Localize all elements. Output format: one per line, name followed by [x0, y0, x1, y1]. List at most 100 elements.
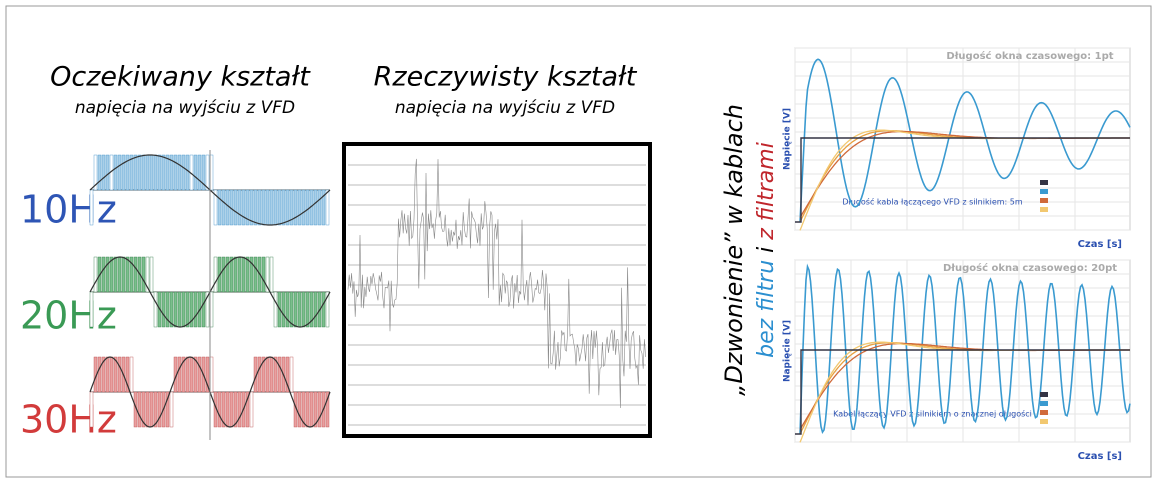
pwm-bar: [262, 190, 265, 225]
pwm-bar: [170, 292, 173, 327]
pwm-bar: [250, 392, 253, 427]
y-label: Napięcie [V]: [783, 320, 793, 382]
pwm-bar: [222, 257, 225, 292]
pwm-bar: [150, 257, 153, 292]
pwm-bar: [270, 257, 273, 292]
pwm-bar: [118, 357, 121, 392]
pwm-bar: [126, 257, 129, 292]
pwm-bar: [174, 155, 177, 190]
pwm-bar: [242, 190, 245, 225]
pwm-bar: [218, 190, 221, 225]
pwm-bar: [226, 190, 229, 225]
subheading-part: i: [754, 247, 779, 253]
pwm-bar: [102, 257, 105, 292]
pwm-bar: [266, 190, 269, 225]
pwm-bar: [286, 292, 289, 327]
chart-title: Długość okna czasowego: 1pt: [946, 50, 1113, 62]
pwm-bar: [190, 357, 193, 392]
pwm-bar: [186, 292, 189, 327]
pwm-bar: [174, 292, 177, 327]
pwm-bar: [246, 257, 249, 292]
pwm-bar: [290, 357, 293, 392]
pwm-bar: [254, 190, 257, 225]
pwm-bar: [270, 357, 273, 392]
pwm-bar: [306, 292, 309, 327]
pwm-bar: [90, 392, 93, 427]
pwm-bar: [318, 392, 321, 427]
pwm-bar: [150, 155, 153, 190]
pwm-bar: [294, 190, 297, 225]
legend-swatch: [1040, 207, 1048, 212]
pwm-bar: [230, 392, 233, 427]
pwm-bar: [110, 257, 113, 292]
pwm-bar: [306, 190, 309, 225]
pwm-bar: [178, 155, 181, 190]
legend-swatch: [1040, 419, 1048, 424]
right-subheading: bez filtru i z filtrami: [754, 142, 779, 358]
x-label: Czas [s]: [1078, 239, 1122, 250]
pwm-bar: [142, 155, 145, 190]
pwm-bar: [238, 392, 241, 427]
pwm-bar: [314, 292, 317, 327]
pwm-bar: [162, 155, 165, 190]
pwm-bar: [154, 155, 157, 190]
pwm-bar: [90, 190, 93, 225]
pwm-bar: [102, 155, 105, 190]
pwm-bar: [94, 257, 97, 292]
pwm-bar: [206, 155, 209, 190]
middle-title: Rzeczywisty kształt: [374, 62, 638, 93]
pwm-bar: [186, 155, 189, 190]
chart-note: Kabel łączący VFD z silnikiem o znacznej…: [833, 409, 1032, 419]
row-label: 30Hz: [20, 398, 117, 442]
pwm-bar: [222, 190, 225, 225]
row-label: 10Hz: [20, 188, 117, 232]
pwm-bar: [158, 155, 161, 190]
pwm-bar: [134, 155, 137, 190]
pwm-bar: [142, 257, 145, 292]
pwm-bar: [118, 155, 121, 190]
pwm-bar: [314, 190, 317, 225]
pwm-bar: [90, 292, 93, 327]
pwm-bar: [322, 292, 325, 327]
pwm-bar: [146, 392, 149, 427]
pwm-bar: [258, 190, 261, 225]
pwm-bar: [282, 190, 285, 225]
pwm-bar: [134, 257, 137, 292]
pwm-bar: [150, 392, 153, 427]
pwm-bar: [114, 257, 117, 292]
subheading-part: bez filtru: [754, 260, 779, 358]
pwm-bar: [270, 190, 273, 225]
pwm-bar: [146, 155, 149, 190]
pwm-bar: [106, 357, 109, 392]
pwm-bar: [298, 190, 301, 225]
pwm-bar: [302, 190, 305, 225]
pwm-bar: [250, 190, 253, 225]
pwm-bar: [202, 292, 205, 327]
pwm-bar: [262, 257, 265, 292]
pwm-bar: [138, 155, 141, 190]
row-label: 20Hz: [20, 294, 117, 338]
pwm-bar: [302, 292, 305, 327]
pwm-bar: [130, 155, 133, 190]
pwm-bar: [266, 357, 269, 392]
pwm-bar: [166, 155, 169, 190]
pwm-bar: [274, 190, 277, 225]
legend-swatch: [1040, 392, 1048, 397]
pwm-bar: [278, 357, 281, 392]
left-title: Oczekiwany kształt: [50, 62, 311, 93]
pwm-bar: [234, 190, 237, 225]
pwm-bar: [114, 155, 117, 190]
pwm-bar: [274, 292, 277, 327]
left-subtitle: napięcia na wyjściu z VFD: [75, 98, 295, 118]
legend-swatch: [1040, 410, 1048, 415]
pwm-bar: [294, 292, 297, 327]
pwm-bar: [110, 357, 113, 392]
pwm-bar: [286, 190, 289, 225]
pwm-bar: [182, 155, 185, 190]
pwm-bar: [298, 392, 301, 427]
pwm-bar: [238, 257, 241, 292]
pwm-bar: [306, 392, 309, 427]
pwm-bar: [178, 357, 181, 392]
pwm-bar: [194, 292, 197, 327]
pwm-bar: [122, 155, 125, 190]
